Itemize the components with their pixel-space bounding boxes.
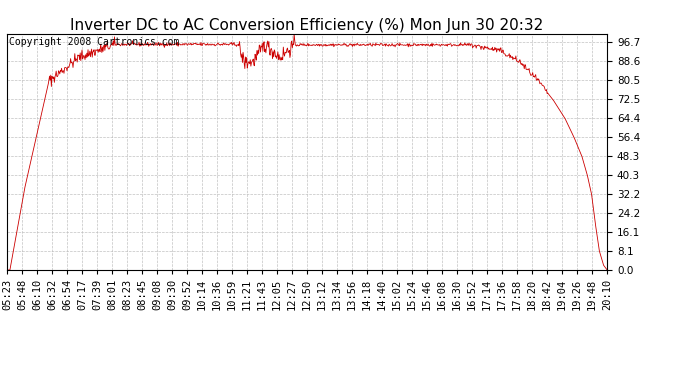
Text: Copyright 2008 Cartronics.com: Copyright 2008 Cartronics.com	[9, 37, 179, 47]
Title: Inverter DC to AC Conversion Efficiency (%) Mon Jun 30 20:32: Inverter DC to AC Conversion Efficiency …	[70, 18, 544, 33]
